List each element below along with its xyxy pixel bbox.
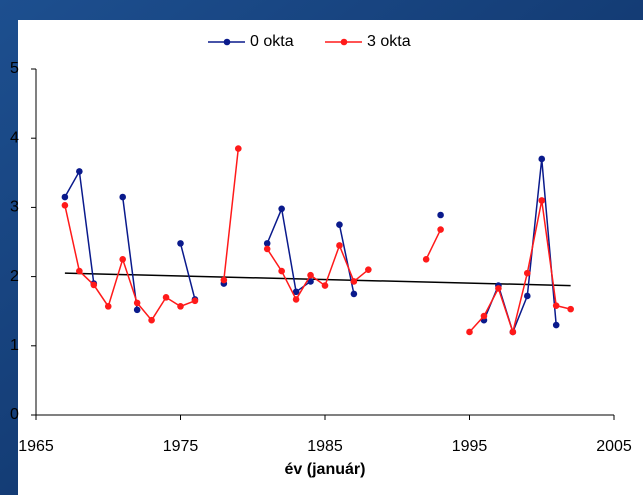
- data-point: [495, 285, 502, 292]
- data-point: [148, 316, 155, 324]
- data-point: [567, 305, 574, 313]
- y-tick-label: 4: [10, 129, 19, 146]
- y-tick-label: 0: [10, 406, 19, 423]
- data-point: [336, 221, 343, 228]
- data-point: [365, 266, 372, 273]
- data-point: [524, 269, 531, 277]
- data-point: [307, 278, 314, 285]
- data-point: [76, 267, 83, 275]
- data-point: [90, 281, 98, 289]
- y-tick-label: 1: [10, 337, 19, 354]
- data-point: [278, 205, 285, 213]
- data-point: [220, 276, 228, 284]
- legend-marker: [340, 38, 348, 46]
- x-tick-label: 1965: [18, 438, 54, 455]
- y-tick-label: 2: [10, 268, 19, 285]
- data-point: [350, 278, 358, 285]
- data-point: [437, 226, 444, 233]
- data-point: [61, 193, 69, 201]
- data-point: [350, 290, 358, 298]
- x-tick-label: 2005: [596, 438, 632, 455]
- data-point: [76, 168, 83, 175]
- data-point: [524, 292, 531, 300]
- data-point: [466, 328, 473, 336]
- data-point: [538, 155, 546, 163]
- data-point: [336, 242, 343, 249]
- data-point: [263, 245, 271, 253]
- x-tick-label: 1975: [163, 438, 199, 455]
- x-tick-label: 1995: [452, 438, 488, 455]
- data-point: [552, 302, 560, 309]
- data-point: [119, 255, 126, 263]
- data-point: [162, 294, 170, 301]
- data-point: [292, 288, 300, 296]
- data-point: [119, 193, 126, 201]
- y-tick-label: 5: [10, 60, 19, 77]
- legend-label: 3 okta: [367, 33, 411, 50]
- data-point: [321, 282, 329, 289]
- data-point: [422, 255, 430, 263]
- trend-line: [64, 272, 571, 287]
- x-tick-label: 1985: [307, 438, 343, 455]
- data-point: [191, 297, 199, 305]
- data-point: [437, 211, 444, 219]
- data-point: [292, 296, 300, 303]
- data-point: [509, 328, 517, 336]
- series-line: [64, 148, 571, 335]
- data-point: [263, 240, 271, 247]
- data-point: [480, 312, 488, 320]
- data-point: [307, 271, 314, 279]
- data-point: [177, 303, 184, 310]
- legend-label: 0 okta: [250, 33, 294, 50]
- data-point: [104, 303, 112, 310]
- data-point: [538, 197, 546, 204]
- data-point: [133, 299, 141, 307]
- data-point: [235, 145, 242, 152]
- x-axis-title: év (január): [285, 461, 366, 478]
- legend-marker: [223, 38, 231, 46]
- data-point: [552, 321, 560, 329]
- data-point: [278, 267, 285, 275]
- y-tick-label: 3: [10, 199, 19, 216]
- data-point: [61, 202, 69, 209]
- data-point: [133, 306, 141, 314]
- data-point: [177, 240, 184, 247]
